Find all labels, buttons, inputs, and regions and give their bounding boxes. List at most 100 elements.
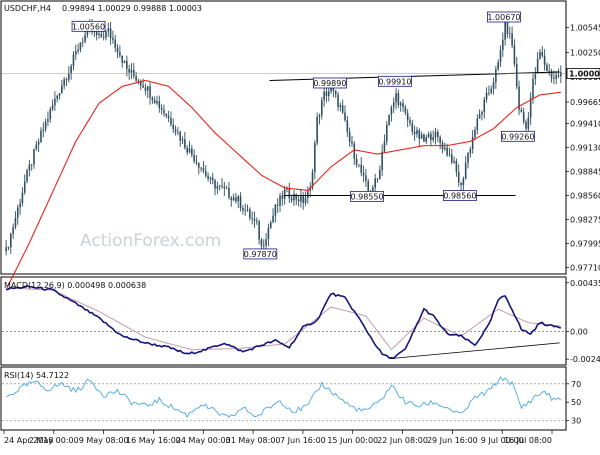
candle-body — [325, 91, 328, 96]
candle-body — [163, 109, 165, 114]
price-annotation-box — [442, 190, 477, 201]
time-axis-label: 16 May 16:00 — [126, 436, 181, 445]
price-panel — [0, 0, 567, 275]
candle-body — [109, 28, 112, 38]
candle-body — [337, 94, 339, 108]
candle-body — [230, 197, 233, 201]
candle-body — [348, 131, 351, 142]
candle-body — [72, 54, 75, 67]
candle-body — [251, 218, 253, 219]
candle-body — [253, 218, 256, 221]
candle-body — [216, 186, 219, 189]
candle-body — [100, 33, 103, 37]
candle-body — [290, 198, 293, 201]
candle-body — [149, 86, 151, 98]
candle-body — [174, 129, 177, 132]
candle-body — [197, 162, 200, 168]
candle-body — [346, 120, 349, 132]
candle-body — [488, 92, 490, 94]
candle-body — [142, 85, 144, 88]
candle-body — [478, 114, 481, 119]
candle-body — [437, 131, 439, 138]
candle-body — [360, 164, 363, 173]
macd-line — [5, 285, 562, 360]
candle-body — [23, 181, 26, 193]
candle-body — [353, 143, 356, 159]
candle-body — [339, 105, 342, 108]
candle-body — [211, 177, 214, 181]
candle-body — [30, 164, 33, 166]
time-axis-label: 15 Jun 00:00 — [327, 436, 378, 445]
candle-body — [495, 69, 497, 83]
candle-body — [256, 220, 258, 222]
candle-body — [279, 195, 281, 206]
candle-body — [144, 87, 147, 91]
price-axis-label: 0.99665 — [570, 98, 600, 107]
candle-body — [474, 129, 476, 137]
candle-body — [525, 121, 527, 129]
candle-body — [536, 58, 539, 74]
candle-body — [158, 101, 161, 109]
price-axis-label: 0.99130 — [570, 143, 600, 152]
candle-body — [309, 187, 311, 191]
candle-body — [425, 137, 428, 142]
candle-body — [237, 196, 240, 202]
candle-body — [19, 203, 21, 208]
price-axis-label: 0.97710 — [570, 263, 600, 272]
candle-body — [411, 123, 414, 132]
price-annotation: 1.00560 — [71, 20, 106, 32]
price-annotation-box — [243, 248, 278, 260]
candle-body — [483, 99, 486, 112]
candle-body — [232, 197, 235, 201]
candle-body — [116, 47, 119, 53]
candle-body — [249, 209, 251, 219]
price-annotation: 0.98550 — [350, 190, 384, 202]
candle-body — [404, 107, 407, 113]
candle-body — [172, 124, 175, 130]
candle-body — [225, 188, 228, 189]
chart-symbol-label: USDCHF,H4 — [4, 4, 51, 13]
price-axis-label: 0.98845 — [570, 167, 600, 176]
candle-body — [272, 215, 274, 223]
candle-body — [504, 17, 506, 40]
candle-body — [443, 147, 446, 150]
candle-body — [362, 172, 365, 176]
price-annotation-label: 1.00560 — [72, 22, 105, 31]
candle-body — [302, 195, 305, 203]
candle-body — [427, 133, 430, 138]
candle-body — [12, 227, 14, 234]
candle-body — [330, 86, 332, 92]
candle-body — [276, 204, 279, 206]
candle-body — [160, 108, 163, 110]
candle-body — [385, 124, 388, 142]
candle-body — [502, 39, 504, 51]
candle-body — [235, 197, 237, 202]
price-annotation: 0.97870 — [243, 248, 278, 260]
candle-body — [179, 131, 182, 141]
candle-body — [448, 154, 451, 156]
candle-body — [283, 189, 286, 199]
candle-body — [490, 88, 493, 93]
candle-body — [548, 71, 551, 72]
candle-body — [170, 118, 172, 125]
candle-body — [450, 154, 453, 163]
candle-body — [543, 55, 546, 65]
candle-body — [560, 71, 562, 77]
candle-body — [269, 222, 272, 229]
candle-body — [416, 130, 418, 135]
candle-body — [246, 209, 249, 211]
candle-body — [156, 101, 158, 104]
candle-body — [121, 55, 124, 63]
candle-body — [351, 141, 353, 144]
candle-body — [79, 42, 82, 50]
price-annotation-label: 0.97870 — [244, 250, 277, 259]
candle-body — [68, 73, 70, 80]
price-annotation: 0.98560 — [442, 190, 477, 201]
candle-body — [372, 187, 374, 192]
candle-body — [16, 207, 19, 219]
candle-body — [209, 177, 212, 179]
candle-body — [28, 164, 31, 171]
candle-body — [202, 168, 205, 171]
candle-body — [297, 199, 300, 202]
price-axis-label: 1.00545 — [570, 24, 600, 33]
